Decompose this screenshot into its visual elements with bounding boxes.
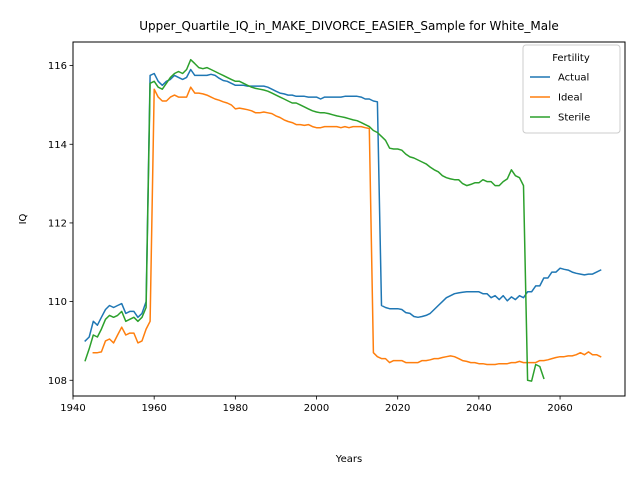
- y-tick-label: 110: [48, 297, 67, 308]
- plot-frame: [72, 41, 626, 397]
- x-tick-label: 1980: [223, 403, 248, 414]
- y-tick-label: 116: [48, 61, 67, 72]
- series-line-actual: [84, 68, 602, 342]
- legend-title: Fertility: [552, 53, 590, 64]
- chart-title: Upper_Quartile_IQ_in_MAKE_DIVORCE_EASIER…: [139, 19, 559, 33]
- series-line-ideal: [92, 86, 602, 366]
- series-layer: [84, 58, 602, 382]
- x-tick-label: 2000: [304, 403, 329, 414]
- y-tick-label: 114: [48, 140, 67, 151]
- x-tick-label: 1940: [60, 403, 85, 414]
- x-tick-label: 2060: [547, 403, 572, 414]
- legend-label-actual: Actual: [558, 73, 589, 84]
- legend-label-sterile: Sterile: [558, 113, 590, 124]
- x-tick-label: 2040: [466, 403, 491, 414]
- legend: Fertility Actual Ideal Sterile: [522, 44, 621, 134]
- y-axis-label: IQ: [18, 213, 29, 224]
- legend-entries: Actual Ideal Sterile: [530, 73, 590, 124]
- series-line-sterile: [84, 58, 545, 382]
- x-tick-label: 1960: [141, 403, 166, 414]
- x-axis: 1940 1960 1980 2000 2020 2040 2060: [60, 396, 573, 414]
- legend-box: [522, 44, 621, 134]
- x-tick-label: 2020: [385, 403, 410, 414]
- y-tick-label: 108: [48, 376, 67, 387]
- y-axis: 108 110 112 114 116: [48, 61, 73, 387]
- legend-label-ideal: Ideal: [558, 93, 582, 104]
- y-tick-label: 112: [48, 218, 67, 229]
- x-axis-label: Years: [335, 454, 362, 465]
